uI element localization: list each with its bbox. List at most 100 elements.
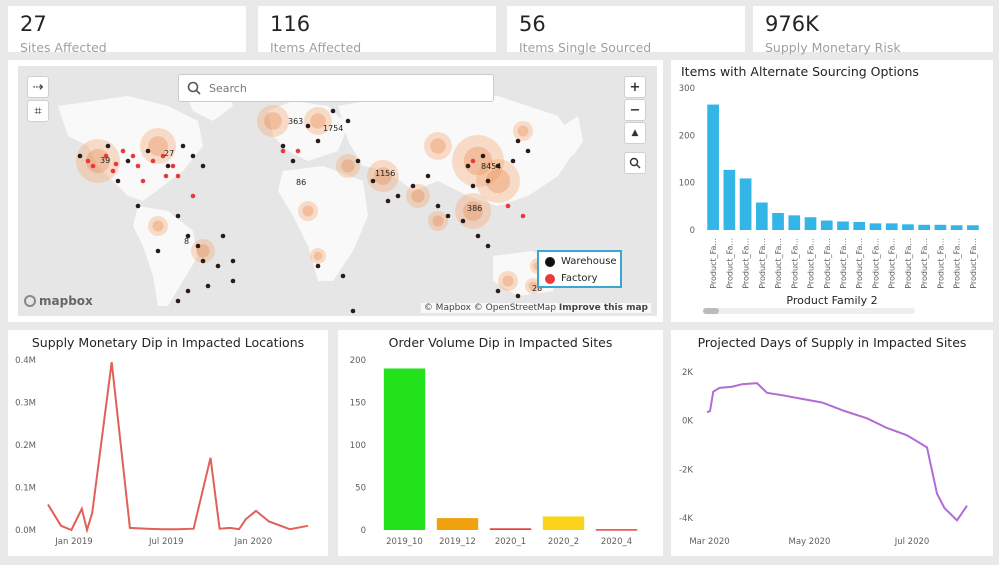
x-tick-label: Product_Fa... (839, 238, 848, 289)
y-tick-label: 150 (350, 399, 366, 409)
kpi-value: 56 (519, 12, 546, 36)
legend-item-factory: Factory (545, 273, 598, 284)
kpi-value: 27 (20, 12, 47, 36)
heat-spot (341, 159, 355, 173)
factory-point (160, 153, 166, 159)
warehouse-point (185, 233, 191, 239)
search-placeholder: Search (209, 81, 247, 95)
y-tick-label: 200 (350, 356, 366, 366)
heat-spot (424, 132, 452, 160)
kpi-card-sites[interactable]: 27 Sites Affected (8, 6, 246, 55)
cluster-label: 27 (164, 149, 174, 158)
map-search-box[interactable]: Search (178, 74, 494, 102)
heat-spot (367, 160, 399, 192)
warehouse-point (515, 138, 521, 144)
warehouse-point (495, 288, 501, 294)
mapbox-logo[interactable]: mapbox (24, 294, 93, 308)
heat-spot (498, 271, 518, 291)
warehouse-point (410, 183, 416, 189)
days-supply-chart[interactable]: -4K -2K 0K 2K Mar 2020 May 2020 Jul 2020 (671, 352, 993, 552)
heat-spot (432, 215, 444, 227)
cluster-label: 1156 (375, 169, 395, 178)
select-area-icon[interactable]: ⌗ (27, 100, 49, 122)
warehouse-point (425, 173, 431, 179)
x-tick-label: Product_Fa... (823, 238, 832, 289)
kpi-card-items[interactable]: 116 Items Affected (258, 6, 496, 55)
heat-spot (452, 135, 504, 187)
scrollbar-thumb[interactable] (703, 308, 719, 314)
kpi-card-single-sourced[interactable]: 56 Items Single Sourced (507, 6, 745, 55)
x-tick-label: Product_Fa... (953, 238, 962, 289)
kpi-card-monetary-risk[interactable]: 976K Supply Monetary Risk (753, 6, 993, 55)
legend-item-warehouse: Warehouse (545, 256, 617, 267)
heat-spot (517, 125, 529, 137)
x-tick-label: Product_Fa... (904, 238, 913, 289)
y-tick-label: 300 (679, 84, 695, 94)
x-tick-label: Mar 2020 (689, 537, 729, 547)
heat-spot (374, 167, 392, 185)
zoom-out-button[interactable]: − (624, 99, 646, 121)
compass-button[interactable]: ▲ (624, 122, 646, 144)
legend-label: Warehouse (561, 256, 617, 267)
order-volume-chart[interactable]: 0 50 100 150 200 2019_10 2019_12 2020_1 2020_2 20… (338, 352, 663, 552)
bar (837, 221, 849, 230)
chart-title: Order Volume Dip in Impacted Sites (388, 335, 613, 350)
x-tick-label: Product_Fa... (855, 238, 864, 289)
cluster-label: 28 (532, 284, 542, 293)
factory-point (90, 163, 96, 169)
y-tick-label: 0.0M (15, 526, 36, 536)
monetary-dip-card: Supply Monetary Dip in Impacted Location… (8, 330, 328, 556)
heat-spot (336, 154, 360, 178)
factory-point (85, 158, 91, 164)
monetary-dip-chart[interactable]: 0.0M 0.1M 0.2M 0.3M 0.4M Jan 2019 Jul 2019 Jan … (8, 352, 328, 552)
factory-point (520, 213, 526, 219)
x-tick-label: Jul 2019 (148, 537, 184, 547)
warehouse-point (105, 143, 111, 149)
map-card: 39 27 363 1754 86 1156 8454 386 8 28 ⇢ ⌗ Search +… (8, 60, 663, 322)
order-volume-card: Order Volume Dip in Impacted Sites 0 50 10… (338, 330, 663, 556)
zoom-in-button[interactable]: + (624, 76, 646, 98)
heat-spot (463, 146, 493, 176)
heat-spot (310, 248, 326, 264)
bar (739, 178, 752, 230)
warehouse-point (525, 148, 531, 154)
heat-spot (264, 112, 282, 130)
bar (934, 224, 947, 230)
bar (820, 220, 833, 230)
focus-mode-icon[interactable]: ⇢ (27, 76, 49, 98)
legend-swatch (545, 256, 555, 267)
bar (595, 529, 638, 531)
x-tick-label: Product_Fa... (758, 238, 767, 289)
map-attribution: © Mapbox © OpenStreetMap Improve this ma… (420, 303, 651, 313)
horizontal-scrollbar[interactable] (703, 308, 915, 314)
warehouse-point (185, 288, 191, 294)
heat-spot (485, 168, 511, 194)
x-tick-label: Jan 2019 (54, 537, 92, 547)
warehouse-point (345, 118, 351, 124)
legend-swatch (545, 273, 555, 284)
cluster-labels-layer: 39 27 363 1754 86 1156 8454 386 8 28 (100, 117, 542, 293)
legend-label: Factory (561, 273, 598, 284)
kpi-value: 976K (765, 12, 819, 36)
heat-spot (528, 281, 538, 291)
series-line (706, 382, 968, 522)
heat-spot (152, 220, 164, 232)
heat-spot (476, 159, 520, 203)
attribution-text[interactable]: © Mapbox © OpenStreetMap (423, 303, 557, 313)
heat-spot (463, 201, 483, 221)
x-tick-label: 2020_4 (601, 537, 632, 547)
improve-map-link[interactable]: Improve this map (558, 303, 648, 313)
heat-spot (310, 113, 326, 129)
x-tick-label: Product_Fa... (920, 238, 929, 289)
warehouse-point (460, 218, 466, 224)
zoom-search-icon[interactable] (624, 152, 646, 174)
x-tick-label: Product_Fa... (774, 238, 783, 289)
factory-point (103, 153, 109, 159)
cluster-label: 363 (288, 117, 303, 126)
bar (869, 223, 882, 230)
y-tick-label: 0.3M (15, 399, 36, 409)
x-tick-label: Product_Fa... (807, 238, 816, 289)
warehouse-point (435, 203, 441, 209)
world-map[interactable]: 39 27 363 1754 86 1156 8454 386 8 28 (18, 66, 657, 316)
